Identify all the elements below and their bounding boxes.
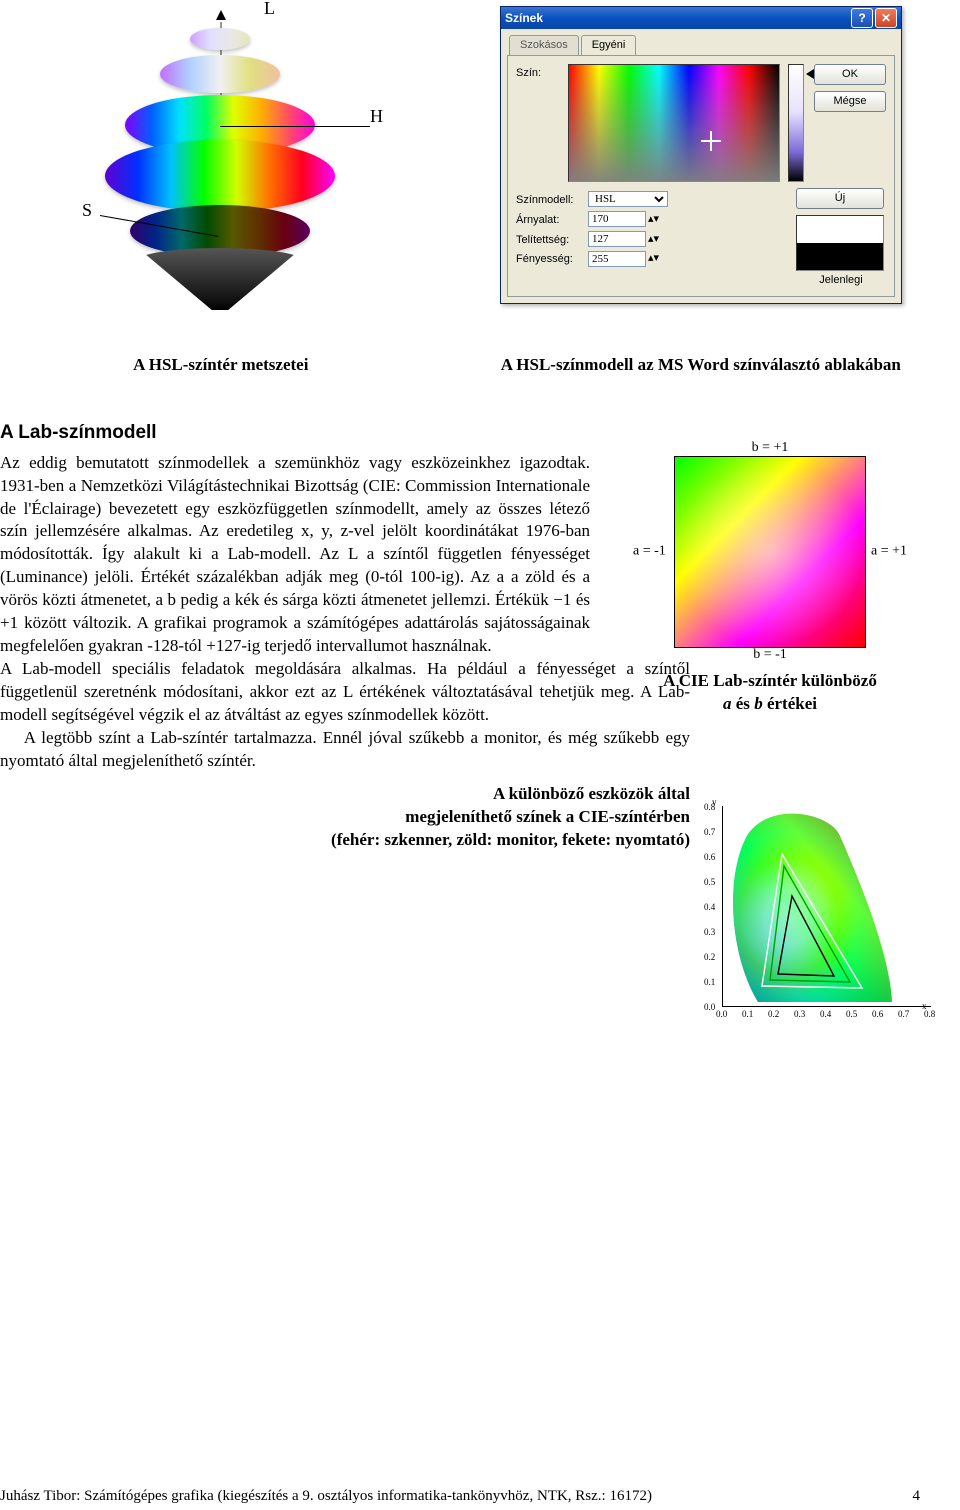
footer-text: Juhász Tibor: Számítógépes grafika (kieg… [0,1488,652,1504]
cancel-button[interactable]: Mégse [814,91,886,112]
y-tick: 0.2 [704,951,715,963]
lum-input[interactable] [588,251,646,267]
y-tick: 0.7 [704,826,715,838]
y-tick: 0.5 [704,876,715,888]
dialog-title: Színek [505,10,849,26]
new-button[interactable]: Új [796,188,884,209]
paragraph-1: Az eddig bemutatott színmodellek a szemü… [0,452,590,658]
hue-input[interactable] [588,211,646,227]
hsl-slice-4 [105,140,335,212]
cie-diagram: y [700,800,940,1030]
x-tick: 0.1 [742,1008,753,1020]
lum-label: Fényesség: [516,250,588,267]
y-tick: 0.6 [704,851,715,863]
axis-h-line [220,126,370,127]
tab-standard[interactable]: Szokásos [509,35,579,55]
hsl-caption: A HSL-színtér metszetei [0,354,442,377]
spectrum-picker[interactable] [568,64,780,182]
y-tick: 0.1 [704,976,715,988]
sat-input[interactable] [588,231,646,247]
hsl-cone [138,248,302,310]
dialog-caption: A HSL-színmodell az MS Word színválasztó… [442,354,960,377]
dialog-titlebar[interactable]: Színek ? ✕ [501,7,901,29]
x-tick: 0.0 [716,1008,727,1020]
hsl-slice-1 [190,28,250,50]
y-tick: 0.4 [704,901,715,913]
ok-button[interactable]: OK [814,64,886,85]
hsl-solid-figure: L H S [70,0,400,330]
current-label: Jelenlegi [796,273,886,288]
cie-caption: A különböző eszközök által megjeleníthet… [0,783,690,852]
paragraph-2: A Lab-modell speciális feladatok megoldá… [0,658,690,727]
axis-s-label: S [82,198,92,222]
colors-label: Szín: [516,64,568,81]
model-select[interactable]: HSL [588,191,668,207]
crosshair-icon [705,135,717,147]
help-button[interactable]: ? [851,8,873,28]
section-heading: A Lab-színmodell [0,420,920,446]
x-tick: 0.7 [898,1008,909,1020]
axis-l-arrow [216,10,226,20]
sat-label: Telítettség: [516,231,588,248]
axis-h-label: H [370,104,383,128]
x-tick: 0.3 [794,1008,805,1020]
close-button[interactable]: ✕ [875,8,897,28]
paragraph-3: A legtöbb színt a Lab-színtér tartalmazz… [0,727,690,773]
x-axis-label: x [922,1000,927,1012]
luminance-slider[interactable] [788,64,804,182]
color-swatch [796,215,884,271]
cie-horseshoe [722,806,930,1006]
swatch-current [797,243,883,270]
color-dialog: Színek ? ✕ Szokásos Egyéni Szín: OK [500,6,902,304]
y-tick: 0.8 [704,801,715,813]
x-tick: 0.5 [846,1008,857,1020]
page-number: 4 [913,1486,921,1506]
x-tick: 0.2 [768,1008,779,1020]
x-tick: 0.6 [872,1008,883,1020]
tab-custom[interactable]: Egyéni [581,35,637,55]
model-label: Színmodell: [516,191,588,208]
page-footer: Juhász Tibor: Számítógépes grafika (kieg… [0,1486,920,1506]
y-tick: 0.0 [704,1001,715,1013]
hue-label: Árnyalat: [516,211,588,228]
luminance-arrow-icon [806,69,814,79]
x-tick: 0.4 [820,1008,831,1020]
axis-l-label: L [264,0,275,20]
hsl-slice-2 [160,55,280,93]
y-tick: 0.3 [704,926,715,938]
swatch-new [797,216,883,243]
